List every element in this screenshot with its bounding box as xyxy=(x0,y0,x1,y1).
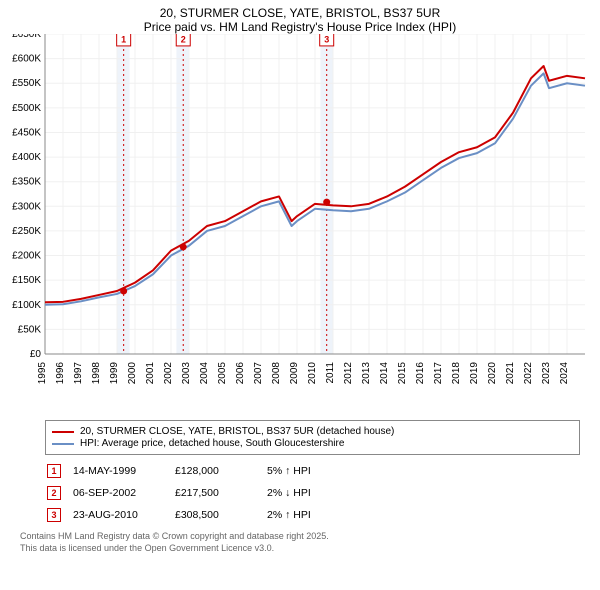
footer-line1: Contains HM Land Registry data © Crown c… xyxy=(20,531,580,543)
marker-price: £308,500 xyxy=(175,505,265,525)
marker-date: 23-AUG-2010 xyxy=(73,505,173,525)
svg-text:2012: 2012 xyxy=(343,362,354,385)
line-chart: £0 £50K £100K £150K £200K £250K £300K £350K £400… xyxy=(0,34,600,409)
svg-text:2013: 2013 xyxy=(361,362,372,385)
svg-text:£250K: £250K xyxy=(12,226,41,237)
svg-text:2017: 2017 xyxy=(433,362,444,385)
legend: 20, STURMER CLOSE, YATE, BRISTOL, BS37 5… xyxy=(45,420,580,455)
svg-text:1997: 1997 xyxy=(73,362,84,385)
marker-number-box: 1 xyxy=(47,464,61,478)
chart-container: £0 £50K £100K £150K £200K £250K £300K £350K £400… xyxy=(0,34,600,414)
svg-text:2021: 2021 xyxy=(505,362,516,385)
svg-text:1995: 1995 xyxy=(37,362,48,385)
svg-text:2004: 2004 xyxy=(199,362,210,385)
svg-text:£0: £0 xyxy=(30,349,42,360)
marker-row: 2 06-SEP-2002£217,5002% ↓ HPI xyxy=(47,483,321,503)
title-line2: Price paid vs. HM Land Registry's House … xyxy=(0,20,600,34)
chart-title-block: 20, STURMER CLOSE, YATE, BRISTOL, BS37 5… xyxy=(0,0,600,34)
svg-text:2014: 2014 xyxy=(379,362,390,385)
svg-text:2016: 2016 xyxy=(415,362,426,385)
legend-row: HPI: Average price, detached house, Sout… xyxy=(52,438,573,449)
svg-text:2019: 2019 xyxy=(469,362,480,385)
svg-text:2006: 2006 xyxy=(235,362,246,385)
marker-delta: 2% ↑ HPI xyxy=(267,505,321,525)
svg-text:2005: 2005 xyxy=(217,362,228,385)
markers-table: 1 14-MAY-1999£128,0005% ↑ HPI 2 06-SEP-2002… xyxy=(45,459,323,527)
svg-text:2007: 2007 xyxy=(253,362,264,385)
marker-price: £217,500 xyxy=(175,483,265,503)
svg-text:2000: 2000 xyxy=(127,362,138,385)
title-line1: 20, STURMER CLOSE, YATE, BRISTOL, BS37 5… xyxy=(0,6,600,20)
svg-text:£550K: £550K xyxy=(12,78,41,89)
legend-swatch xyxy=(52,443,74,445)
svg-text:£500K: £500K xyxy=(12,103,41,114)
svg-text:2011: 2011 xyxy=(325,362,336,384)
footer-note: Contains HM Land Registry data © Crown c… xyxy=(20,531,580,554)
svg-text:2008: 2008 xyxy=(271,362,282,385)
marker-number-box: 2 xyxy=(47,486,61,500)
svg-text:£50K: £50K xyxy=(18,324,42,335)
legend-label: 20, STURMER CLOSE, YATE, BRISTOL, BS37 5… xyxy=(80,426,394,437)
marker-delta: 2% ↓ HPI xyxy=(267,483,321,503)
marker-date: 14-MAY-1999 xyxy=(73,461,173,481)
svg-text:£400K: £400K xyxy=(12,152,41,163)
svg-text:£150K: £150K xyxy=(12,275,41,286)
marker-number-box: 3 xyxy=(47,508,61,522)
svg-text:£600K: £600K xyxy=(12,54,41,65)
svg-text:2009: 2009 xyxy=(289,362,300,385)
legend-swatch xyxy=(52,431,74,433)
svg-text:1996: 1996 xyxy=(55,362,66,385)
svg-text:2020: 2020 xyxy=(487,362,498,385)
marker-row: 3 23-AUG-2010£308,5002% ↑ HPI xyxy=(47,505,321,525)
marker-date: 06-SEP-2002 xyxy=(73,483,173,503)
svg-text:2: 2 xyxy=(181,34,186,44)
legend-label: HPI: Average price, detached house, Sout… xyxy=(80,438,344,449)
svg-text:2022: 2022 xyxy=(523,362,534,385)
svg-text:£300K: £300K xyxy=(12,201,41,212)
svg-text:2018: 2018 xyxy=(451,362,462,385)
svg-text:1: 1 xyxy=(121,34,126,44)
svg-text:£100K: £100K xyxy=(12,300,41,311)
svg-text:1999: 1999 xyxy=(109,362,120,385)
svg-text:2024: 2024 xyxy=(559,362,570,385)
svg-text:2015: 2015 xyxy=(397,362,408,385)
svg-text:2010: 2010 xyxy=(307,362,318,385)
svg-text:2001: 2001 xyxy=(145,362,156,385)
svg-text:2002: 2002 xyxy=(163,362,174,385)
svg-text:£350K: £350K xyxy=(12,177,41,188)
svg-text:2003: 2003 xyxy=(181,362,192,385)
footer-line2: This data is licensed under the Open Gov… xyxy=(20,543,580,555)
legend-row: 20, STURMER CLOSE, YATE, BRISTOL, BS37 5… xyxy=(52,426,573,437)
marker-row: 1 14-MAY-1999£128,0005% ↑ HPI xyxy=(47,461,321,481)
svg-text:1998: 1998 xyxy=(91,362,102,385)
svg-text:2023: 2023 xyxy=(541,362,552,385)
svg-text:3: 3 xyxy=(324,34,329,44)
svg-text:£650K: £650K xyxy=(12,34,41,40)
svg-text:£450K: £450K xyxy=(12,127,41,138)
marker-delta: 5% ↑ HPI xyxy=(267,461,321,481)
marker-price: £128,000 xyxy=(175,461,265,481)
svg-text:£200K: £200K xyxy=(12,251,41,262)
